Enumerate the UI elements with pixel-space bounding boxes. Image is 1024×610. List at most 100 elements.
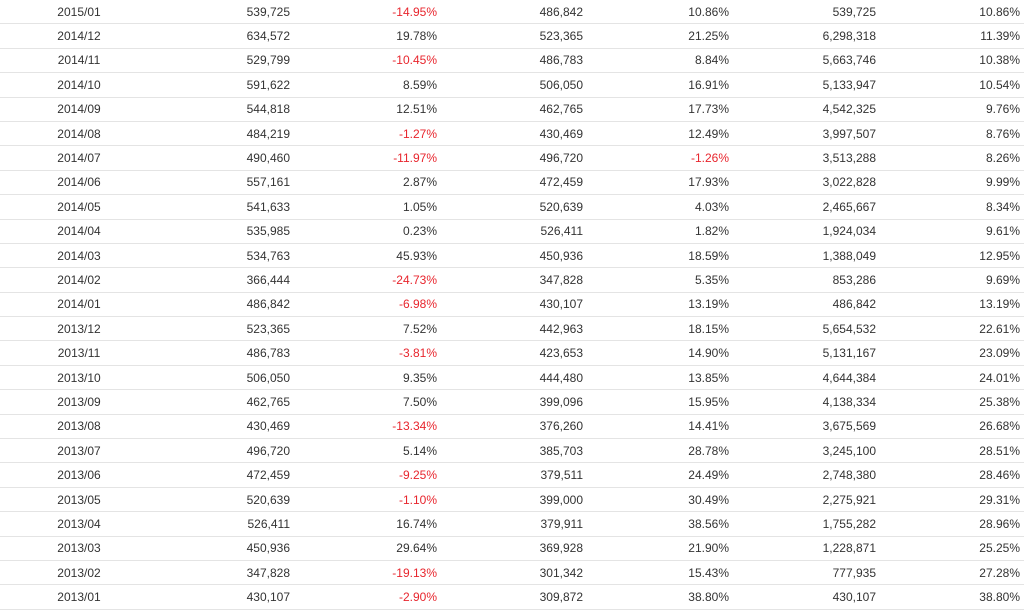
cumulative-percent-cell: 12.95% xyxy=(880,243,1024,269)
month-cell: 2014/07 xyxy=(0,145,158,171)
month-cell: 2013/04 xyxy=(0,511,158,537)
percent-change-cell: 12.51% xyxy=(294,97,441,122)
table-row: 2013/02 347,828 -19.13% 301,342 15.43% 777,93… xyxy=(0,560,1024,586)
cumulative-value-cell: 3,997,507 xyxy=(733,121,880,147)
percent-change-cell: 7.52% xyxy=(294,316,441,342)
cumulative-value-cell: 5,133,947 xyxy=(733,72,880,98)
value-cell: 450,936 xyxy=(158,536,294,561)
percent-change-cell: 14.41% xyxy=(587,414,733,440)
cumulative-percent-cell: 10.38% xyxy=(880,48,1024,74)
value-cell: 496,720 xyxy=(158,438,294,464)
table-row: 2013/04 526,411 16.74% 379,911 38.56% 1,755,2… xyxy=(0,511,1024,537)
cumulative-percent-cell: 8.76% xyxy=(880,121,1024,147)
percent-change-cell: -10.45% xyxy=(294,48,441,74)
month-cell: 2014/06 xyxy=(0,170,158,196)
percent-change-cell: -1.26% xyxy=(587,145,733,171)
month-cell: 2013/07 xyxy=(0,438,158,464)
value-cell: 506,050 xyxy=(441,72,587,98)
month-cell: 2013/06 xyxy=(0,462,158,488)
table-row: 2013/08 430,469 -13.34% 376,260 14.41% 3,675,… xyxy=(0,414,1024,440)
month-cell: 2014/02 xyxy=(0,267,158,293)
table-row: 2014/12 634,572 19.78% 523,365 21.25% 6,298,3… xyxy=(0,23,1024,49)
value-cell: 423,653 xyxy=(441,340,587,366)
table-row: 2014/09 544,818 12.51% 462,765 17.73% 4,542,3… xyxy=(0,97,1024,122)
percent-change-cell: -3.81% xyxy=(294,340,441,366)
value-cell: 347,828 xyxy=(158,560,294,586)
percent-change-cell: 29.64% xyxy=(294,536,441,561)
value-cell: 444,480 xyxy=(441,365,587,391)
month-cell: 2014/08 xyxy=(0,121,158,147)
cumulative-percent-cell: 25.25% xyxy=(880,536,1024,561)
month-cell: 2013/01 xyxy=(0,584,158,610)
cumulative-percent-cell: 28.51% xyxy=(880,438,1024,464)
percent-change-cell: -2.90% xyxy=(294,584,441,610)
value-cell: 544,818 xyxy=(158,97,294,122)
table-row: 2013/05 520,639 -1.10% 399,000 30.49% 2,275,9… xyxy=(0,487,1024,513)
table-row: 2015/01 539,725 -14.95% 486,842 10.86% 539,72… xyxy=(0,0,1024,25)
percent-change-cell: -6.98% xyxy=(294,292,441,318)
percent-change-cell: -13.34% xyxy=(294,414,441,440)
percent-change-cell: 2.87% xyxy=(294,170,441,196)
cumulative-percent-cell: 27.28% xyxy=(880,560,1024,586)
percent-change-cell: 16.74% xyxy=(294,511,441,537)
percent-change-cell: -1.10% xyxy=(294,487,441,513)
percent-change-cell: -1.27% xyxy=(294,121,441,147)
cumulative-percent-cell: 26.68% xyxy=(880,414,1024,440)
value-cell: 526,411 xyxy=(441,219,587,244)
percent-change-cell: 28.78% xyxy=(587,438,733,464)
table-row: 2014/05 541,633 1.05% 520,639 4.03% 2,465,667… xyxy=(0,194,1024,220)
value-cell: 541,633 xyxy=(158,194,294,220)
month-cell: 2013/08 xyxy=(0,414,158,440)
value-cell: 486,842 xyxy=(441,0,587,25)
percent-change-cell: 4.03% xyxy=(587,194,733,220)
month-cell: 2013/12 xyxy=(0,316,158,342)
cumulative-value-cell: 1,228,871 xyxy=(733,536,880,561)
cumulative-percent-cell: 22.61% xyxy=(880,316,1024,342)
month-cell: 2014/04 xyxy=(0,219,158,244)
percent-change-cell: -19.13% xyxy=(294,560,441,586)
cumulative-percent-cell: 25.38% xyxy=(880,389,1024,415)
percent-change-cell: 1.05% xyxy=(294,194,441,220)
cumulative-value-cell: 6,298,318 xyxy=(733,23,880,49)
month-cell: 2013/03 xyxy=(0,536,158,561)
value-cell: 496,720 xyxy=(441,145,587,171)
value-cell: 526,411 xyxy=(158,511,294,537)
value-cell: 442,963 xyxy=(441,316,587,342)
cumulative-value-cell: 2,748,380 xyxy=(733,462,880,488)
month-cell: 2014/03 xyxy=(0,243,158,269)
value-cell: 347,828 xyxy=(441,267,587,293)
percent-change-cell: 19.78% xyxy=(294,23,441,49)
value-cell: 379,911 xyxy=(441,511,587,537)
value-cell: 506,050 xyxy=(158,365,294,391)
cumulative-percent-cell: 38.80% xyxy=(880,584,1024,610)
value-cell: 557,161 xyxy=(158,170,294,196)
value-cell: 535,985 xyxy=(158,219,294,244)
table-row: 2013/09 462,765 7.50% 399,096 15.95% 4,138,33… xyxy=(0,389,1024,415)
table-row: 2014/07 490,460 -11.97% 496,720 -1.26% 3,513,… xyxy=(0,145,1024,171)
percent-change-cell: 13.19% xyxy=(587,292,733,318)
value-cell: 486,842 xyxy=(158,292,294,318)
value-cell: 369,928 xyxy=(441,536,587,561)
percent-change-cell: 7.50% xyxy=(294,389,441,415)
percent-change-cell: 13.85% xyxy=(587,365,733,391)
cumulative-percent-cell: 10.86% xyxy=(880,0,1024,25)
cumulative-percent-cell: 8.34% xyxy=(880,194,1024,220)
cumulative-percent-cell: 9.99% xyxy=(880,170,1024,196)
table-row: 2013/01 430,107 -2.90% 309,872 38.80% 430,107… xyxy=(0,584,1024,610)
cumulative-percent-cell: 29.31% xyxy=(880,487,1024,513)
cumulative-value-cell: 1,755,282 xyxy=(733,511,880,537)
cumulative-percent-cell: 11.39% xyxy=(880,23,1024,49)
value-cell: 399,000 xyxy=(441,487,587,513)
value-cell: 430,469 xyxy=(158,414,294,440)
value-cell: 520,639 xyxy=(441,194,587,220)
value-cell: 529,799 xyxy=(158,48,294,74)
cumulative-percent-cell: 9.61% xyxy=(880,219,1024,244)
cumulative-value-cell: 486,842 xyxy=(733,292,880,318)
month-cell: 2014/11 xyxy=(0,48,158,74)
percent-change-cell: 8.59% xyxy=(294,72,441,98)
cumulative-percent-cell: 8.26% xyxy=(880,145,1024,171)
cumulative-value-cell: 2,275,921 xyxy=(733,487,880,513)
cumulative-value-cell: 1,388,049 xyxy=(733,243,880,269)
